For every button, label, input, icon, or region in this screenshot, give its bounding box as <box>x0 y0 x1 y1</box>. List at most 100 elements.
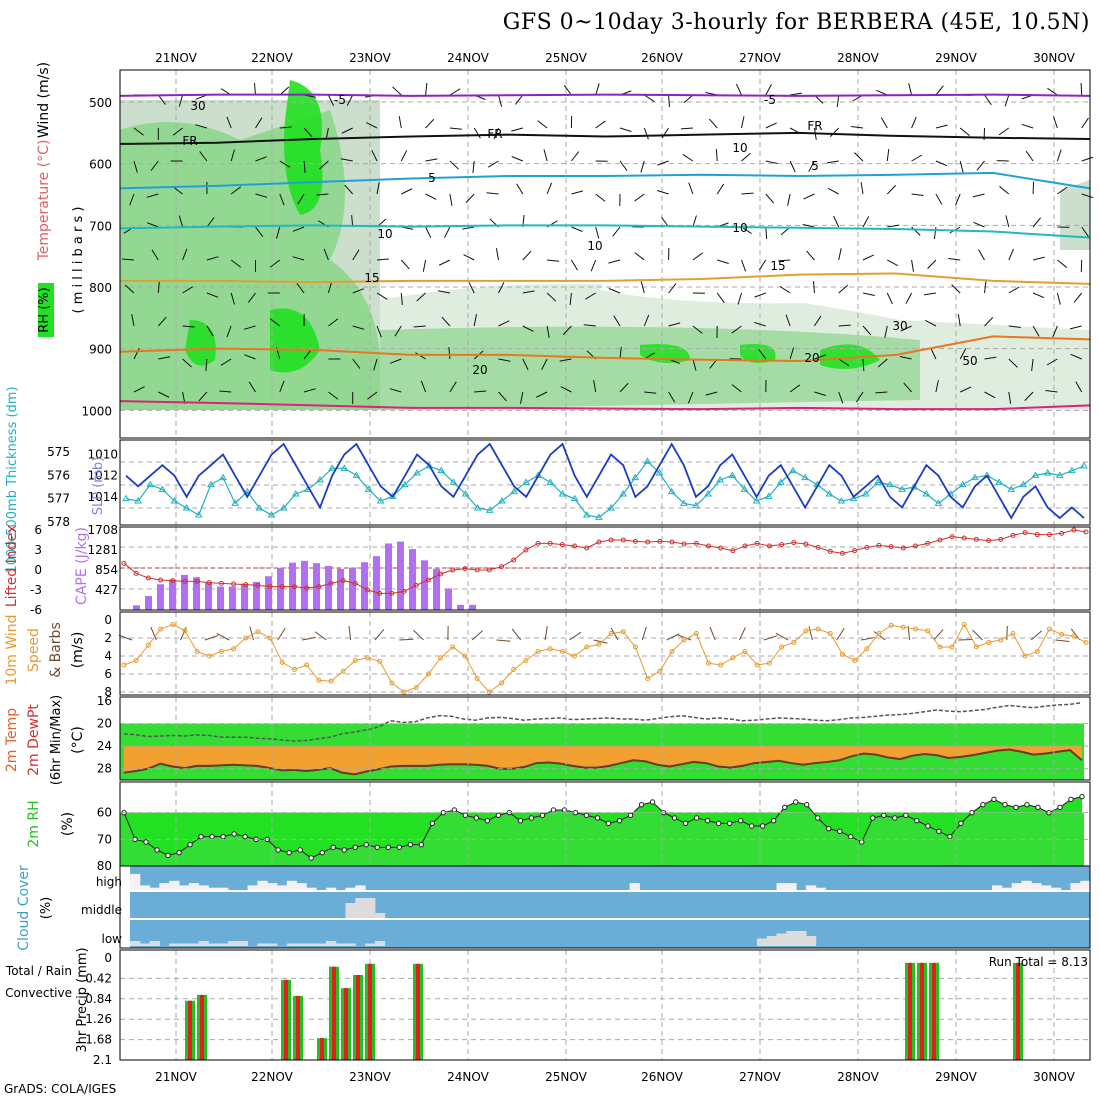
ylabel-wind10m-a: 10m Wind <box>4 614 20 685</box>
wind-barb <box>303 160 306 173</box>
lifted-index-marker <box>852 548 858 554</box>
li-tick-label: 3 <box>34 543 42 557</box>
lifted-index-marker <box>438 571 444 577</box>
wind-barb <box>765 122 777 129</box>
wind-speed-marker <box>279 659 285 665</box>
wind-barb <box>560 386 572 393</box>
lifted-index-marker <box>498 564 504 570</box>
cloud-bar-low <box>796 931 807 946</box>
lifted-index-marker <box>1010 532 1016 538</box>
wind-barb <box>735 83 742 96</box>
wind-barb <box>182 358 192 368</box>
lifted-index-marker <box>511 557 517 563</box>
lifted-index-marker <box>255 582 261 588</box>
lifted-index-marker <box>340 578 346 584</box>
rh-marker <box>297 847 303 853</box>
wind-barb <box>279 160 291 168</box>
wind-barb <box>219 390 232 393</box>
wind-barb <box>473 127 481 139</box>
wind-barb <box>316 193 329 196</box>
wind-speed-marker <box>900 624 906 630</box>
wind-speed-marker <box>340 668 346 674</box>
wind-barb <box>376 258 389 261</box>
lifted-index-marker <box>791 540 797 546</box>
precip-convective-bar <box>920 962 924 1060</box>
rh-marker <box>550 807 557 813</box>
cloud-bar-high <box>188 883 200 890</box>
cape-bar <box>349 567 356 610</box>
wind-speed-marker <box>584 644 590 650</box>
wind-speed-marker <box>462 653 468 659</box>
cloud-bar-low <box>805 936 817 946</box>
wind-barb <box>569 292 572 305</box>
cloud-bar-high <box>198 885 209 890</box>
wind-barb <box>1031 358 1034 371</box>
cape-bar <box>205 581 212 610</box>
thickness-marker <box>498 497 506 504</box>
thickness-frame <box>119 439 1091 526</box>
cloud-bar-high <box>257 880 268 890</box>
wind-speed-marker <box>559 649 565 654</box>
ylabel-millibars: ( m i l l i b a r s ) <box>71 207 86 314</box>
rh-marker <box>770 817 777 824</box>
date-label-top: 25NOV <box>545 51 587 65</box>
wind-barb <box>612 226 621 237</box>
cloud-bar-high <box>325 887 337 890</box>
wind-barb <box>398 116 402 129</box>
wind-barb <box>899 356 912 360</box>
thickness-marker <box>1019 480 1028 488</box>
cloud-bar-low <box>766 936 778 946</box>
lifted-index-marker <box>1059 530 1065 536</box>
thickness-marker <box>170 497 179 504</box>
lifted-index-marker <box>316 584 322 590</box>
wind-barb <box>619 127 632 132</box>
contour-label: 10 <box>732 141 747 155</box>
wind-barb <box>838 358 850 366</box>
wind-barb <box>269 318 281 327</box>
rh-marker <box>1057 804 1063 811</box>
lifted-index-marker <box>547 540 553 546</box>
wind-barb <box>157 281 160 294</box>
wind-barb <box>984 356 997 360</box>
wind-barb <box>593 380 597 393</box>
wind-barb <box>708 118 718 129</box>
precip-convective-bar <box>188 1000 192 1060</box>
wind-tick-label: 4 <box>104 649 112 663</box>
wind-barb <box>371 149 378 162</box>
wind-barb <box>493 127 499 140</box>
lifted-index-marker <box>474 567 480 573</box>
rh-marker <box>671 815 678 821</box>
cloud-bar-high <box>345 887 356 890</box>
wind-barb <box>319 160 329 170</box>
li-tick-label: -6 <box>30 603 42 617</box>
lifted-index-marker <box>779 542 785 548</box>
wind-barb <box>199 151 208 162</box>
wind-barb <box>255 193 268 198</box>
wind-barb <box>1008 248 1014 261</box>
cape-tick-label: 854 <box>95 563 118 577</box>
cloud-bar-high <box>306 887 317 890</box>
wind-barb <box>401 188 413 195</box>
wind-barb <box>541 358 548 370</box>
precip-convective-bar <box>344 988 348 1060</box>
wind-barb <box>634 193 645 202</box>
wind-barb <box>1075 381 1083 393</box>
wind-barb <box>158 356 171 360</box>
thickness-marker <box>740 485 749 492</box>
temperature-area <box>124 746 1082 775</box>
wind-speed-marker <box>304 662 310 668</box>
wind-speed-marker <box>1071 633 1077 639</box>
lifted-index-marker <box>206 580 212 586</box>
thickness-marker <box>692 501 700 509</box>
thickness-marker <box>995 478 1003 485</box>
lifted-index-marker <box>584 545 590 551</box>
date-label-bottom: 26NOV <box>641 1070 683 1084</box>
ylabel-cloud-a: Cloud Cover <box>16 865 32 951</box>
thickness-tick-label: 576 <box>47 468 70 482</box>
thickness-marker <box>401 480 409 488</box>
dewpoint-line <box>123 701 1083 742</box>
wind-barb <box>692 252 703 261</box>
wind-barb <box>400 150 408 162</box>
wind-barb <box>124 284 135 294</box>
ylabel-cloud-b: (%) <box>39 897 54 920</box>
